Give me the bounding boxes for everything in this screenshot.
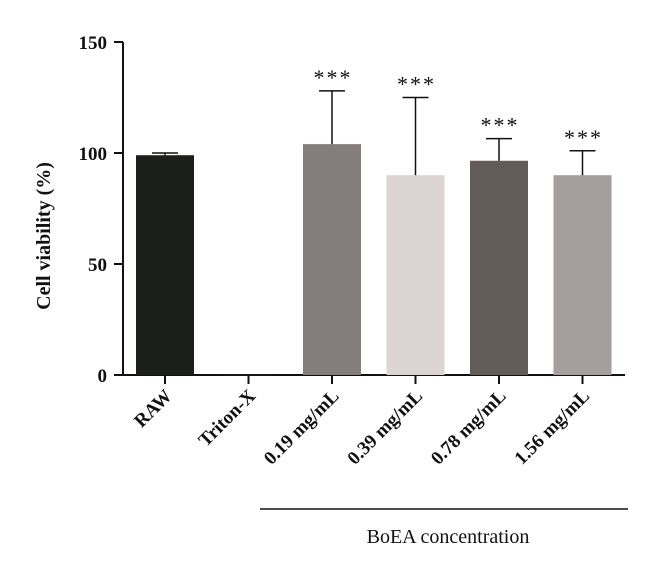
category-label: 0.39 mg/mL [344, 386, 428, 470]
bar [470, 160, 528, 375]
y-tick-label: 150 [79, 33, 108, 54]
y-tick-label: 50 [88, 255, 107, 276]
y-tick-label: 100 [79, 144, 108, 165]
category-label: 0.78 mg/mL [427, 386, 511, 470]
category-label: 1.56 mg/mL [511, 386, 595, 470]
significance-mark: *** [397, 72, 436, 97]
group-annotation: BoEA concentration [260, 508, 628, 548]
significance-mark: *** [564, 125, 603, 150]
significance-mark: *** [314, 65, 353, 90]
error-bars [152, 90, 596, 176]
axes: 0 50 100 150 [79, 33, 625, 387]
significance-mark: *** [481, 113, 520, 138]
category-label: 0.19 mg/mL [260, 386, 344, 470]
significance-marks: *** *** *** *** [314, 65, 603, 150]
bars [136, 144, 612, 376]
y-tick-label: 0 [98, 366, 108, 387]
y-axis-label: Cell viability (%) [33, 162, 55, 310]
category-label: RAW [130, 386, 176, 432]
group-label: BoEA concentration [367, 526, 530, 548]
category-labels: RAW Triton-X 0.19 mg/mL 0.39 mg/mL 0.78 mg/m… [130, 385, 594, 469]
category-label: Triton-X [195, 385, 261, 451]
bar [303, 144, 361, 375]
bar [136, 155, 194, 375]
bar [553, 175, 612, 375]
bar [386, 175, 445, 375]
bar [219, 374, 278, 376]
